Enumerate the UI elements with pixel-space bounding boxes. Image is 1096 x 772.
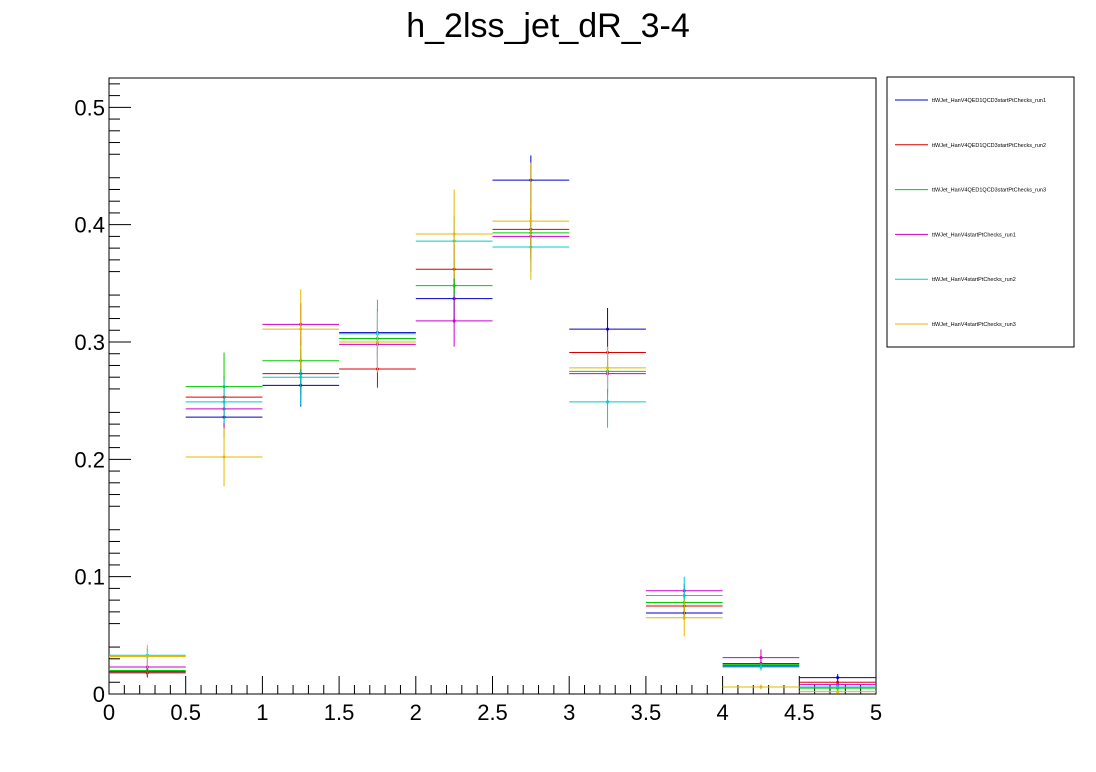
data-point <box>836 690 840 694</box>
x-tick-label: 3.5 <box>631 700 662 725</box>
legend-label: ttWJet_HanV4QED1QCD3startPtChecks_run2 <box>932 143 1046 149</box>
legend-entry: ttWJet_HanV4startPtChecks_run3 <box>895 322 1016 328</box>
data-series <box>109 155 876 694</box>
series-6 <box>109 162 876 694</box>
chart-title: h_2lss_jet_dR_3-4 <box>406 7 690 45</box>
data-point <box>606 366 610 370</box>
data-point <box>682 593 686 597</box>
data-point <box>529 219 533 223</box>
y-tick-label: 0.2 <box>74 447 105 472</box>
legend-label: ttWJet_HanV4startPtChecks_run3 <box>932 322 1016 328</box>
data-point <box>836 685 840 689</box>
data-point <box>452 284 456 288</box>
legend-entry: ttWJet_HanV4startPtChecks_run1 <box>895 232 1016 238</box>
data-point <box>759 685 763 689</box>
data-point <box>299 327 303 331</box>
data-point <box>145 654 149 658</box>
data-point <box>682 616 686 620</box>
legend-label: ttWJet_HanV4startPtChecks_run2 <box>932 277 1016 283</box>
data-point <box>222 455 226 459</box>
x-tick-label: 2 <box>410 700 422 725</box>
legend-entry: ttWJet_HanV4QED1QCD3startPtChecks_run2 <box>895 143 1046 149</box>
x-tick-label: 5 <box>870 700 882 725</box>
data-point <box>375 340 379 344</box>
data-point <box>606 327 610 331</box>
legend: ttWJet_HanV4QED1QCD3startPtChecks_run1tt… <box>895 98 1046 328</box>
data-point <box>222 400 226 404</box>
data-point <box>759 656 763 660</box>
x-tick-label: 1 <box>256 700 268 725</box>
legend-label: ttWJet_HanV4startPtChecks_run1 <box>932 232 1016 238</box>
legend-label: ttWJet_HanV4QED1QCD3startPtChecks_run3 <box>932 188 1046 194</box>
y-tick-label: 0.1 <box>74 565 105 590</box>
y-tick-label: 0.4 <box>74 213 105 238</box>
data-point <box>606 400 610 404</box>
y-tick-label: 0.5 <box>74 95 105 120</box>
legend-label: ttWJet_HanV4QED1QCD3startPtChecks_run1 <box>932 98 1046 104</box>
legend-box <box>886 76 1075 348</box>
data-point <box>452 232 456 236</box>
data-point <box>299 375 303 379</box>
legend-entry: ttWJet_HanV4QED1QCD3startPtChecks_run1 <box>895 98 1046 104</box>
data-point <box>759 665 763 669</box>
data-point <box>452 319 456 323</box>
x-tick-label: 4.5 <box>784 700 815 725</box>
legend-entry: ttWJet_HanV4QED1QCD3startPtChecks_run3 <box>895 188 1046 194</box>
legend-entry: ttWJet_HanV4startPtChecks_run2 <box>895 277 1016 283</box>
x-tick-label: 0.5 <box>170 700 201 725</box>
axes: 0 0.5 1 1.5 2 2.5 3 3.5 4 4.5 5 0 0.1 0.2 0.3 0.4 0.5 <box>74 83 882 725</box>
y-tick-label: 0 <box>93 682 105 707</box>
x-tick-label: 2.5 <box>477 700 508 725</box>
x-tick-label: 4 <box>716 700 728 725</box>
x-tick-label: 0 <box>103 700 115 725</box>
data-point <box>836 676 840 680</box>
x-tick-label: 3 <box>563 700 575 725</box>
x-tick-label: 1.5 <box>324 700 355 725</box>
y-tick-label: 0.3 <box>74 330 105 355</box>
